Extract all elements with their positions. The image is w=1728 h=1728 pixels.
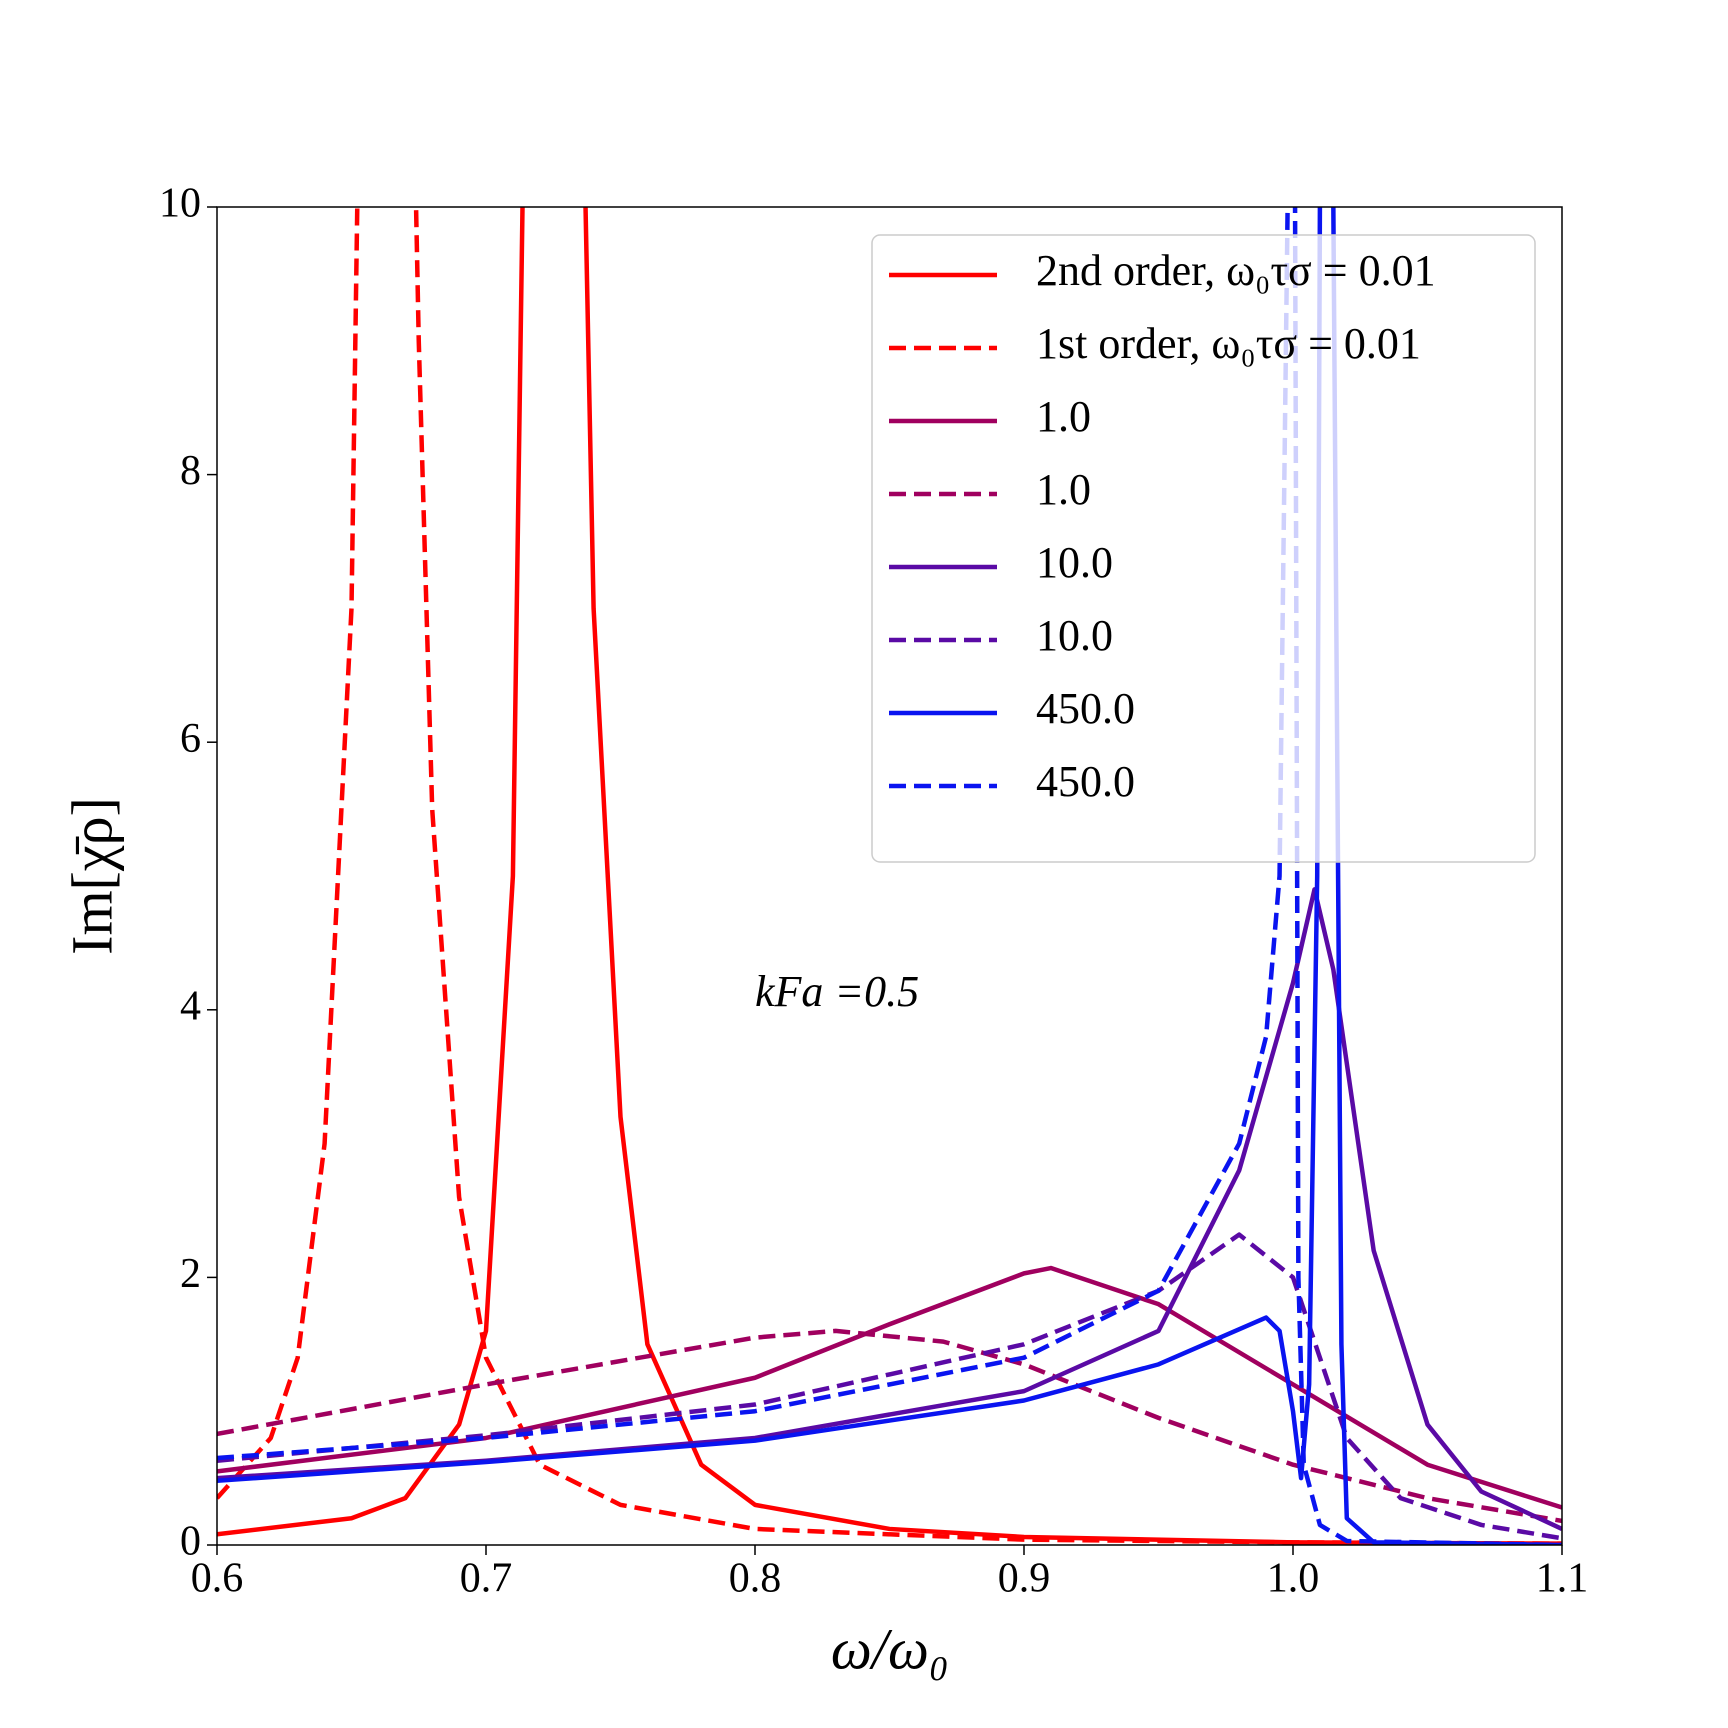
legend-label: 1.0 xyxy=(1036,392,1091,441)
legend-label: 2nd order, ω₀τσ = 0.01 xyxy=(1036,246,1436,295)
series-line xyxy=(217,1232,1562,1541)
x-tick-label: 0.9 xyxy=(998,1556,1051,1602)
legend: 2nd order, ω₀τσ = 0.01 1st order, ω₀τσ = … xyxy=(871,234,1536,863)
series-line xyxy=(217,207,1562,1545)
legend-label: 10.0 xyxy=(1036,611,1113,660)
x-axis-label: ω/ω₀ xyxy=(831,1616,949,1681)
y-tick-label: 8 xyxy=(180,448,201,494)
series-line xyxy=(217,207,1562,1545)
y-tick-label: 2 xyxy=(180,1251,201,1297)
legend-box xyxy=(871,234,1536,863)
series-line xyxy=(217,1265,1562,1510)
x-tick-label: 1.1 xyxy=(1536,1556,1589,1602)
series-line xyxy=(217,207,1562,1545)
annotation: kFa =0.5 xyxy=(755,967,919,1016)
axes-frame xyxy=(216,206,1563,1546)
legend-label: 450.0 xyxy=(1036,757,1135,806)
legend-label: 1st order, ω₀τσ = 0.01 xyxy=(1036,319,1421,368)
series-line xyxy=(217,887,1562,1531)
legend-label: 450.0 xyxy=(1036,684,1135,733)
legend-label: 10.0 xyxy=(1036,538,1113,587)
x-tick-label: 1.0 xyxy=(1267,1556,1320,1602)
x-tick-label: 0.7 xyxy=(460,1556,513,1602)
y-tick-label: 0 xyxy=(180,1519,201,1565)
x-tick-label: 0.8 xyxy=(729,1556,782,1602)
plot-area xyxy=(217,207,1562,1545)
y-tick-label: 6 xyxy=(180,716,201,762)
x-tick-label: 0.6 xyxy=(191,1556,244,1602)
y-tick-label: 4 xyxy=(180,983,201,1029)
y-axis-label: Im[χ̄ρ] xyxy=(59,797,124,955)
series-line xyxy=(217,207,1562,1545)
legend-label: 1.0 xyxy=(1036,465,1091,514)
y-tick-label: 10 xyxy=(159,181,201,227)
